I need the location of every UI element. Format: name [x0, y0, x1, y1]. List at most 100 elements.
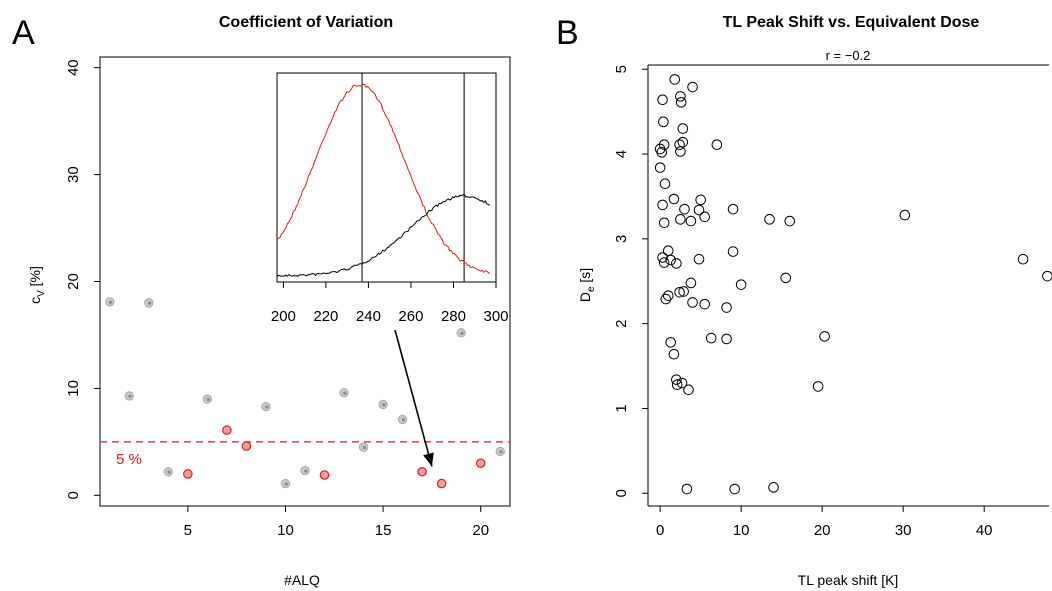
panel-b-point	[658, 139, 670, 151]
panel-b-point	[675, 97, 687, 108]
panel-a-ylabel-unit: [%]	[27, 266, 43, 290]
panel-b-point	[764, 214, 775, 225]
inset-curve-red	[276, 83, 491, 275]
inset-xtick-label: 200	[271, 308, 296, 325]
inset-curve-black	[276, 194, 491, 278]
annotation-arrow-line	[394, 329, 433, 467]
panel-b-point	[662, 245, 674, 257]
panel-b-point	[654, 162, 666, 173]
panel-a-point-grey-core	[108, 300, 113, 304]
panel-a-point-grey-core	[362, 446, 366, 450]
panel-a-point-grey-core	[167, 470, 171, 474]
panel-b-point	[780, 272, 792, 284]
panel-b-point	[683, 384, 694, 396]
panel-b-label: B	[556, 14, 579, 52]
inset-xtick-label: 260	[398, 308, 423, 325]
panel-b-ylabel-sub: e	[586, 286, 597, 292]
panel-a-ytick-label: 10	[65, 380, 82, 397]
panel-b-point	[899, 209, 911, 221]
panel-b-point	[687, 297, 698, 308]
panel-b-xtick-label: 0	[656, 522, 664, 539]
panel-b-point	[685, 277, 697, 289]
panel-b-point	[681, 483, 693, 495]
panel-a-ylabel: cV [%]	[27, 266, 47, 304]
panel-b-point	[671, 374, 682, 385]
panel-b-point	[671, 258, 682, 269]
panel-a-ylabel-main: c	[27, 297, 43, 304]
panel-b-point	[675, 214, 686, 225]
panel-b-point	[693, 204, 705, 216]
panel-a-ytick-label: 0	[65, 491, 82, 499]
panel-a-ytick-label: 40	[65, 59, 82, 76]
panel-a-label: A	[12, 14, 35, 52]
panel-a-point-red	[183, 469, 193, 479]
panel-a-ylabel-sub: V	[36, 290, 47, 297]
panel-a-xtick-label: 10	[277, 522, 294, 539]
panel-b-point	[727, 246, 739, 257]
panel-b-point	[657, 199, 668, 211]
panel-b-point	[819, 331, 830, 342]
panel-a-xtick-label: 20	[472, 522, 489, 539]
panel-b-xtick-label: 10	[733, 522, 750, 539]
panel-b-point	[671, 379, 683, 391]
panel-a-xlabel: #ALQ	[284, 572, 320, 588]
panel-b-ytick-label: 1	[613, 404, 630, 412]
panel-a-ytick-label: 30	[65, 166, 82, 183]
panel-b-point	[674, 286, 685, 298]
panel-b-point	[768, 482, 779, 493]
panel-b-ylabel: De [s]	[577, 268, 597, 302]
panel-b-point	[699, 211, 711, 223]
panel-b-xlabel: TL peak shift [K]	[798, 572, 899, 588]
panel-b-point	[659, 178, 671, 190]
panel-b-xtick-label: 30	[895, 522, 912, 539]
panel-b-point	[695, 194, 706, 206]
panel-a-point-red	[222, 425, 232, 435]
inset-frame	[276, 72, 497, 283]
panel-b-point	[660, 293, 672, 305]
panel-b-point	[668, 348, 680, 360]
panel-b-point	[729, 483, 740, 495]
panel-a-point-red	[241, 441, 252, 451]
panel-b-point	[1017, 253, 1029, 265]
panel-a-point-grey-core	[284, 482, 288, 486]
panel-a-point-grey-core	[460, 331, 464, 335]
panel-b-point	[676, 377, 688, 389]
panel-b-point	[669, 74, 681, 85]
panel-a-xtick-label: 5	[184, 522, 192, 539]
inset-xtick-label: 300	[483, 308, 508, 325]
panel-a-point-red	[436, 478, 447, 489]
panel-b-point	[674, 139, 685, 151]
panel-b-point	[711, 139, 723, 151]
panel-b-ytick-label: 4	[613, 150, 630, 158]
panel-b-point	[685, 215, 697, 227]
panel-b-point	[675, 146, 686, 157]
panel-b-ytick-label: 0	[613, 489, 630, 497]
panel-a-title: Coefficient of Variation	[219, 14, 393, 31]
inset-xtick-label: 220	[313, 308, 338, 325]
panel-b-point	[699, 298, 711, 310]
panel-a-point-red	[319, 470, 330, 480]
panel-b-point	[693, 253, 705, 265]
panel-b-ytick-label: 5	[613, 65, 630, 73]
panel-b-point	[657, 252, 668, 263]
panel-a-point-grey-core	[499, 450, 503, 454]
panel-b-point	[656, 147, 668, 158]
panel-b-point	[687, 81, 698, 93]
panel-b-point	[658, 257, 670, 268]
panel-a-point-grey-core	[401, 418, 406, 422]
panel-b-point	[705, 332, 717, 344]
panel-b-plot: 0 10 20 30 40 0 1 2 3 4 5	[613, 64, 1052, 539]
panel-b-point	[658, 116, 669, 128]
panel-a-reference-label: 5 %	[116, 451, 142, 468]
panel-b-ylabel-main: D	[577, 292, 593, 302]
panel-b-point	[662, 290, 674, 301]
panel-a-point-grey-core	[304, 469, 308, 473]
panel-a-point-grey-core	[128, 394, 132, 398]
panel-a-point-red	[475, 458, 486, 469]
panel-a-point-grey-core	[206, 397, 210, 402]
panel-b-point	[658, 217, 670, 229]
panel-b-point	[657, 94, 668, 106]
panel-b-point	[1042, 270, 1052, 282]
